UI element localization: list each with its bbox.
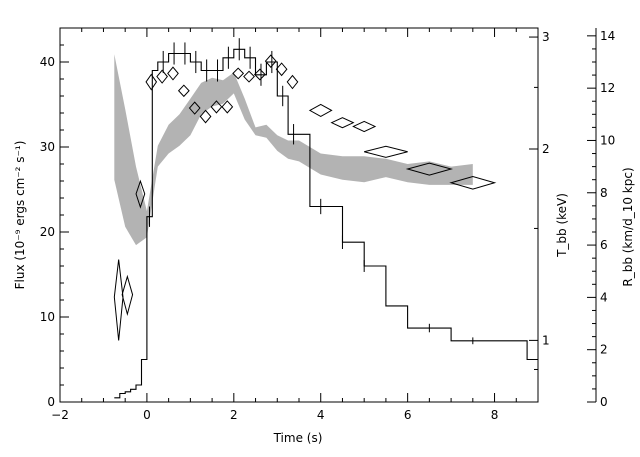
x-tick-label: 2 — [230, 408, 238, 422]
temperature-diamond — [177, 84, 190, 98]
temperature-tick-label: 3 — [542, 30, 550, 44]
temperature-diamond — [286, 74, 299, 90]
radius-band-layer — [114, 54, 473, 246]
temperature-tick-label: 2 — [542, 142, 550, 156]
x-tick-label: 6 — [404, 408, 412, 422]
x-axis-title: Time (s) — [273, 431, 323, 445]
radius-tick-label: 4 — [600, 290, 608, 304]
temperature-diamond — [199, 109, 212, 124]
temperature-diamond — [188, 101, 201, 115]
temperature-diamond — [364, 145, 408, 158]
y-tick-label: 0 — [47, 395, 55, 409]
temperature-diamond — [135, 179, 146, 209]
flux-histogram-line — [114, 48, 538, 399]
y-tick-label: 30 — [40, 140, 55, 154]
radius-axis-title: R_bb (km/d_10 kpc) — [621, 167, 635, 286]
temperature-diamond — [449, 176, 497, 190]
temperature-diamond — [264, 54, 277, 68]
radius-tick-label: 12 — [600, 81, 615, 95]
temperature-diamond — [156, 69, 168, 84]
radius-tick-label: 6 — [600, 238, 608, 252]
radius-tick-label: 10 — [600, 133, 615, 147]
temperature-axis-title: T_bb (keV) — [555, 193, 569, 258]
temperature-diamond — [145, 73, 158, 91]
temperature-diamond — [253, 68, 266, 81]
y-tick-label: 10 — [40, 310, 55, 324]
temperature-diamond-layer — [113, 54, 497, 341]
temperature-diamond — [221, 100, 234, 114]
temperature-tick-label: 1 — [542, 333, 550, 347]
temperature-diamond — [232, 67, 245, 80]
temperature-diamond — [243, 70, 255, 83]
temperature-diamond — [405, 162, 453, 176]
y-tick-label: 40 — [40, 55, 55, 69]
temperature-diamond — [308, 103, 333, 118]
radius-tick-label: 8 — [600, 186, 608, 200]
y-axis-title: Flux (10⁻⁹ ergs cm⁻² s⁻¹) — [13, 141, 27, 290]
temperature-diamond — [167, 66, 179, 81]
temperature-diamond — [330, 117, 355, 129]
radius-band — [114, 54, 473, 246]
temperature-diamond — [121, 274, 134, 316]
flux-histogram-layer — [114, 38, 538, 399]
x-tick-label: 0 — [143, 408, 151, 422]
y-tick-label: 20 — [40, 225, 55, 239]
x-tick-label: 4 — [317, 408, 325, 422]
temperature-diamond — [352, 120, 377, 133]
temperature-diamond — [113, 259, 124, 341]
radius-tick-label: 0 — [600, 395, 608, 409]
radius-tick-label: 2 — [600, 343, 608, 357]
radius-tick-label: 14 — [600, 29, 615, 43]
x-tick-label: 8 — [491, 408, 499, 422]
x-tick-label: −2 — [51, 408, 69, 422]
temperature-diamond — [275, 62, 288, 77]
